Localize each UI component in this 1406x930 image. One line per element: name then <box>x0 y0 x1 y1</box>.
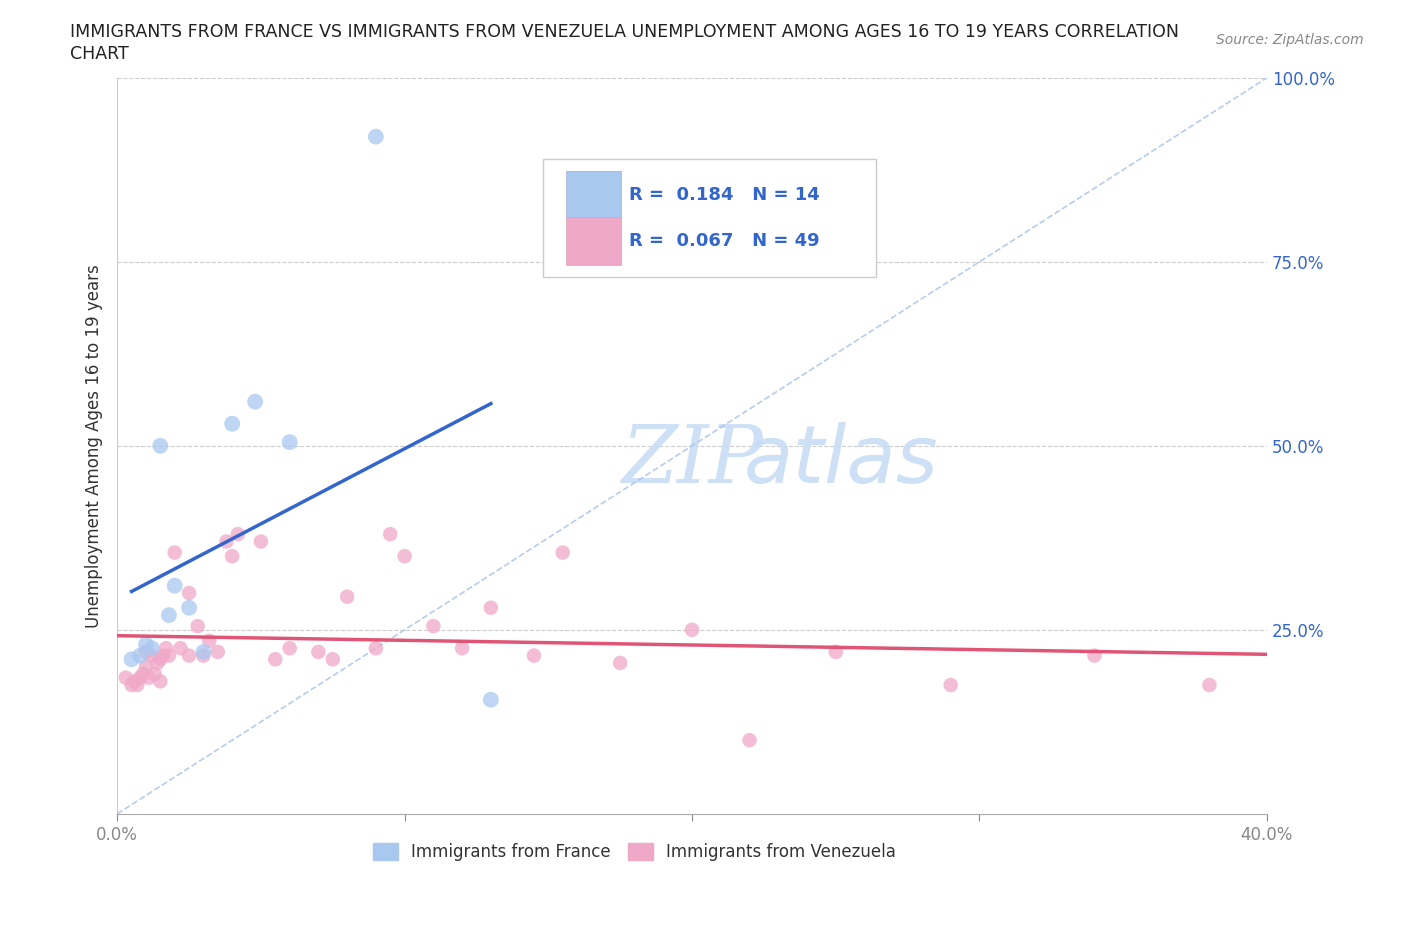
Point <box>141 648 163 663</box>
Point <box>422 618 444 633</box>
Point <box>451 641 474 656</box>
Point <box>738 733 761 748</box>
Point <box>138 671 160 685</box>
Point <box>135 659 157 674</box>
Point <box>207 644 229 659</box>
Point <box>479 692 502 707</box>
Point <box>824 644 846 659</box>
Point <box>169 641 191 656</box>
FancyBboxPatch shape <box>565 171 621 219</box>
Point <box>135 644 157 659</box>
Point <box>226 526 249 541</box>
Text: CHART: CHART <box>70 45 129 62</box>
Point <box>146 656 169 671</box>
Point <box>336 590 359 604</box>
Point <box>193 644 215 659</box>
Point <box>127 678 149 693</box>
Text: R =  0.067   N = 49: R = 0.067 N = 49 <box>628 232 820 250</box>
Point <box>609 656 631 671</box>
Point <box>939 678 962 693</box>
Point <box>163 545 186 560</box>
Point <box>479 600 502 615</box>
FancyBboxPatch shape <box>543 159 876 276</box>
Point <box>129 671 152 685</box>
Point <box>143 667 166 682</box>
Point <box>157 648 180 663</box>
Point <box>141 641 163 656</box>
Point <box>278 641 301 656</box>
Point <box>198 633 221 648</box>
Point <box>221 417 243 432</box>
Text: R =  0.184   N = 14: R = 0.184 N = 14 <box>628 186 820 205</box>
Point <box>681 622 703 637</box>
Point <box>124 674 146 689</box>
Text: atlas: atlas <box>744 421 939 499</box>
Point <box>177 586 200 601</box>
Point <box>215 534 238 549</box>
Text: IMMIGRANTS FROM FRANCE VS IMMIGRANTS FROM VENEZUELA UNEMPLOYMENT AMONG AGES 16 T: IMMIGRANTS FROM FRANCE VS IMMIGRANTS FRO… <box>70 23 1180 41</box>
Point <box>149 438 172 453</box>
Point <box>364 641 387 656</box>
Legend: Immigrants from France, Immigrants from Venezuela: Immigrants from France, Immigrants from … <box>373 843 896 860</box>
Point <box>121 678 143 693</box>
Point <box>250 534 273 549</box>
Point <box>157 607 180 622</box>
Point <box>149 674 172 689</box>
Text: ZIP: ZIP <box>621 422 763 499</box>
Point <box>152 648 174 663</box>
Point <box>394 549 416 564</box>
Point <box>1083 648 1105 663</box>
Y-axis label: Unemployment Among Ages 16 to 19 years: Unemployment Among Ages 16 to 19 years <box>86 264 103 628</box>
Point <box>177 648 200 663</box>
Point <box>551 545 574 560</box>
Point <box>163 578 186 593</box>
Point <box>149 652 172 667</box>
Point <box>114 671 136 685</box>
Point <box>278 434 301 449</box>
Point <box>121 652 143 667</box>
Point <box>1198 678 1220 693</box>
Point <box>523 648 546 663</box>
Point <box>132 667 155 682</box>
Point <box>129 648 152 663</box>
Text: Source: ZipAtlas.com: Source: ZipAtlas.com <box>1216 33 1364 46</box>
Point <box>364 129 387 144</box>
Point <box>322 652 344 667</box>
Point <box>187 618 209 633</box>
Point <box>380 526 402 541</box>
Point <box>243 394 266 409</box>
Point <box>193 648 215 663</box>
Point <box>155 641 177 656</box>
Point <box>307 644 329 659</box>
FancyBboxPatch shape <box>565 217 621 265</box>
Point <box>135 637 157 652</box>
Point <box>264 652 287 667</box>
Point <box>221 549 243 564</box>
Point <box>177 600 200 615</box>
